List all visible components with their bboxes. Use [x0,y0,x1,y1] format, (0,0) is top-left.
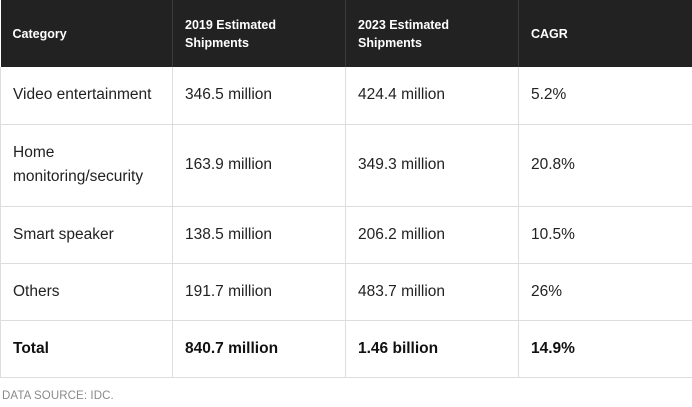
cell-cagr: 10.5% [518,206,692,264]
table-row: Home monitoring/security 163.9 million 34… [0,124,692,207]
table-header-row: Category 2019 Estimated Shipments 2023 Es… [0,0,692,67]
cell-category: Home monitoring/security [0,124,173,207]
cell-total-label: Total [0,320,173,378]
cell-cagr: 5.2% [518,67,692,125]
cell-2019: 163.9 million [172,124,346,207]
table-row: Video entertainment 346.5 million 424.4 … [0,67,692,125]
cell-category: Others [0,263,173,321]
cell-category: Video entertainment [0,67,173,125]
shipments-table: Category 2019 Estimated Shipments 2023 Es… [0,0,692,378]
header-cagr: CAGR [518,0,692,67]
data-source-note: DATA SOURCE: IDC. [2,390,114,402]
cell-2023: 206.2 million [345,206,519,264]
cell-2023: 349.3 million [345,124,519,207]
cell-2023: 483.7 million [345,263,519,321]
table-total-row: Total 840.7 million 1.46 billion 14.9% [0,320,692,378]
header-category: Category [12,26,67,41]
cell-2019: 346.5 million [172,67,346,125]
cell-total-2023: 1.46 billion [345,320,519,378]
cell-total-2019: 840.7 million [172,320,346,378]
header-2019-shipments: 2019 Estimated Shipments [172,0,346,67]
table-row: Others 191.7 million 483.7 million 26% [0,263,692,321]
cell-2019: 138.5 million [172,206,346,264]
cell-2023: 424.4 million [345,67,519,125]
cell-cagr: 26% [518,263,692,321]
cell-category: Smart speaker [0,206,173,264]
cell-cagr: 20.8% [518,124,692,207]
cell-total-cagr: 14.9% [518,320,692,378]
table-row: Smart speaker 138.5 million 206.2 millio… [0,206,692,264]
header-2023-shipments: 2023 Estimated Shipments [345,0,519,67]
cell-2019: 191.7 million [172,263,346,321]
